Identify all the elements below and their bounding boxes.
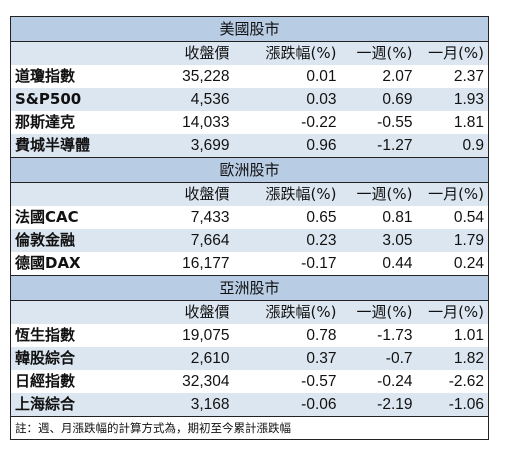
column-header-month: 一月(%) xyxy=(416,41,490,65)
daily-change-pct: 0.03 xyxy=(233,88,341,111)
weekly-change-pct: 3.05 xyxy=(340,229,417,252)
index-name: 恆生指數 xyxy=(10,324,137,347)
monthly-change-pct: 1.79 xyxy=(416,229,490,252)
table-row: 倫敦金融 7,664 0.23 3.05 1.79 xyxy=(10,229,490,252)
footnote-row: 註：週、月漲跌幅的計算方式為，期初至今累計漲跌幅 xyxy=(9,416,490,440)
index-name: 倫敦金融 xyxy=(10,229,137,252)
weekly-change-pct: -1.73 xyxy=(340,324,417,347)
column-header-change: 漲跌幅(%) xyxy=(233,41,341,65)
daily-change-pct: 0.37 xyxy=(233,347,341,370)
stock-market-table: 美國股市 收盤價 漲跌幅(%) 一週(%) 一月(%) 道瓊指數 35,228 0.01 2.0… xyxy=(9,16,490,440)
monthly-change-pct: 1.82 xyxy=(416,347,490,370)
weekly-change-pct: 0.81 xyxy=(340,206,417,229)
column-header-week: 一週(%) xyxy=(340,182,417,206)
index-name: 日經指數 xyxy=(10,370,137,393)
closing-price: 14,033 xyxy=(136,111,234,134)
closing-price: 2,610 xyxy=(136,347,234,370)
daily-change-pct: 0.01 xyxy=(233,65,341,88)
index-name: 道瓊指數 xyxy=(10,65,137,88)
asia-market-title: 亞洲股市 xyxy=(9,275,490,301)
index-name: 費城半導體 xyxy=(10,134,137,158)
daily-change-pct: 0.96 xyxy=(233,134,341,158)
column-header-month: 一月(%) xyxy=(416,182,490,206)
table-row: 德國DAX 16,177 -0.17 0.44 0.24 xyxy=(10,252,490,276)
europe-market-section-header: 歐洲股市 xyxy=(9,157,490,183)
table-row: 那斯達克 14,033 -0.22 -0.55 1.81 xyxy=(10,111,490,134)
closing-price: 19,075 xyxy=(136,324,234,347)
daily-change-pct: -0.22 xyxy=(233,111,341,134)
monthly-change-pct: 2.37 xyxy=(416,65,490,88)
index-name: 那斯達克 xyxy=(10,111,137,134)
closing-price: 4,536 xyxy=(136,88,234,111)
index-name: 德國DAX xyxy=(10,252,137,276)
column-header-close: 收盤價 xyxy=(136,300,234,324)
table-row: 費城半導體 3,699 0.96 -1.27 0.9 xyxy=(10,134,490,158)
table-row: 道瓊指數 35,228 0.01 2.07 2.37 xyxy=(10,65,490,88)
closing-price: 3,699 xyxy=(136,134,234,158)
column-header-name xyxy=(10,182,137,206)
us-market-section-header: 美國股市 xyxy=(9,16,490,42)
daily-change-pct: 0.23 xyxy=(233,229,341,252)
monthly-change-pct: 1.01 xyxy=(416,324,490,347)
table-row: 日經指數 32,304 -0.57 -0.24 -2.62 xyxy=(10,370,490,393)
index-name: S&P500 xyxy=(10,88,137,111)
weekly-change-pct: -0.24 xyxy=(340,370,417,393)
weekly-change-pct: -1.27 xyxy=(340,134,417,158)
closing-price: 32,304 xyxy=(136,370,234,393)
weekly-change-pct: 0.44 xyxy=(340,252,417,276)
closing-price: 3,168 xyxy=(136,393,234,417)
closing-price: 7,664 xyxy=(136,229,234,252)
daily-change-pct: -0.57 xyxy=(233,370,341,393)
us-column-header-row: 收盤價 漲跌幅(%) 一週(%) 一月(%) xyxy=(10,41,490,65)
weekly-change-pct: -0.7 xyxy=(340,347,417,370)
column-header-month: 一月(%) xyxy=(416,300,490,324)
table-row: 恆生指數 19,075 0.78 -1.73 1.01 xyxy=(10,324,490,347)
monthly-change-pct: -2.62 xyxy=(416,370,490,393)
column-header-change: 漲跌幅(%) xyxy=(233,300,341,324)
index-name: 法國CAC xyxy=(10,206,137,229)
table-body: 美國股市 收盤價 漲跌幅(%) 一週(%) 一月(%) 道瓊指數 35,228 0.01 2.0… xyxy=(9,16,490,440)
column-header-week: 一週(%) xyxy=(340,300,417,324)
asia-market-section-header: 亞洲股市 xyxy=(9,275,490,301)
monthly-change-pct: -1.06 xyxy=(416,393,490,417)
column-header-name xyxy=(10,300,137,324)
monthly-change-pct: 1.81 xyxy=(416,111,490,134)
monthly-change-pct: 1.93 xyxy=(416,88,490,111)
daily-change-pct: -0.17 xyxy=(233,252,341,276)
column-header-close: 收盤價 xyxy=(136,182,234,206)
asia-column-header-row: 收盤價 漲跌幅(%) 一週(%) 一月(%) xyxy=(10,300,490,324)
weekly-change-pct: -2.19 xyxy=(340,393,417,417)
daily-change-pct: 0.65 xyxy=(233,206,341,229)
monthly-change-pct: 0.9 xyxy=(416,134,490,158)
europe-column-header-row: 收盤價 漲跌幅(%) 一週(%) 一月(%) xyxy=(10,182,490,206)
closing-price: 16,177 xyxy=(136,252,234,276)
column-header-name xyxy=(10,41,137,65)
stock-market-table-container: 美國股市 收盤價 漲跌幅(%) 一週(%) 一月(%) 道瓊指數 35,228 0.01 2.0… xyxy=(9,16,490,440)
column-header-week: 一週(%) xyxy=(340,41,417,65)
weekly-change-pct: 2.07 xyxy=(340,65,417,88)
index-name: 韓股綜合 xyxy=(10,347,137,370)
daily-change-pct: -0.06 xyxy=(233,393,341,417)
monthly-change-pct: 0.54 xyxy=(416,206,490,229)
us-market-title: 美國股市 xyxy=(9,16,490,42)
monthly-change-pct: 0.24 xyxy=(416,252,490,276)
table-row: 韓股綜合 2,610 0.37 -0.7 1.82 xyxy=(10,347,490,370)
column-header-change: 漲跌幅(%) xyxy=(233,182,341,206)
weekly-change-pct: -0.55 xyxy=(340,111,417,134)
column-header-close: 收盤價 xyxy=(136,41,234,65)
table-row: S&P500 4,536 0.03 0.69 1.93 xyxy=(10,88,490,111)
table-row: 法國CAC 7,433 0.65 0.81 0.54 xyxy=(10,206,490,229)
index-name: 上海綜合 xyxy=(10,393,137,417)
closing-price: 35,228 xyxy=(136,65,234,88)
weekly-change-pct: 0.69 xyxy=(340,88,417,111)
daily-change-pct: 0.78 xyxy=(233,324,341,347)
closing-price: 7,433 xyxy=(136,206,234,229)
table-row: 上海綜合 3,168 -0.06 -2.19 -1.06 xyxy=(10,393,490,417)
europe-market-title: 歐洲股市 xyxy=(9,157,490,183)
footnote: 註：週、月漲跌幅的計算方式為，期初至今累計漲跌幅 xyxy=(9,416,490,440)
